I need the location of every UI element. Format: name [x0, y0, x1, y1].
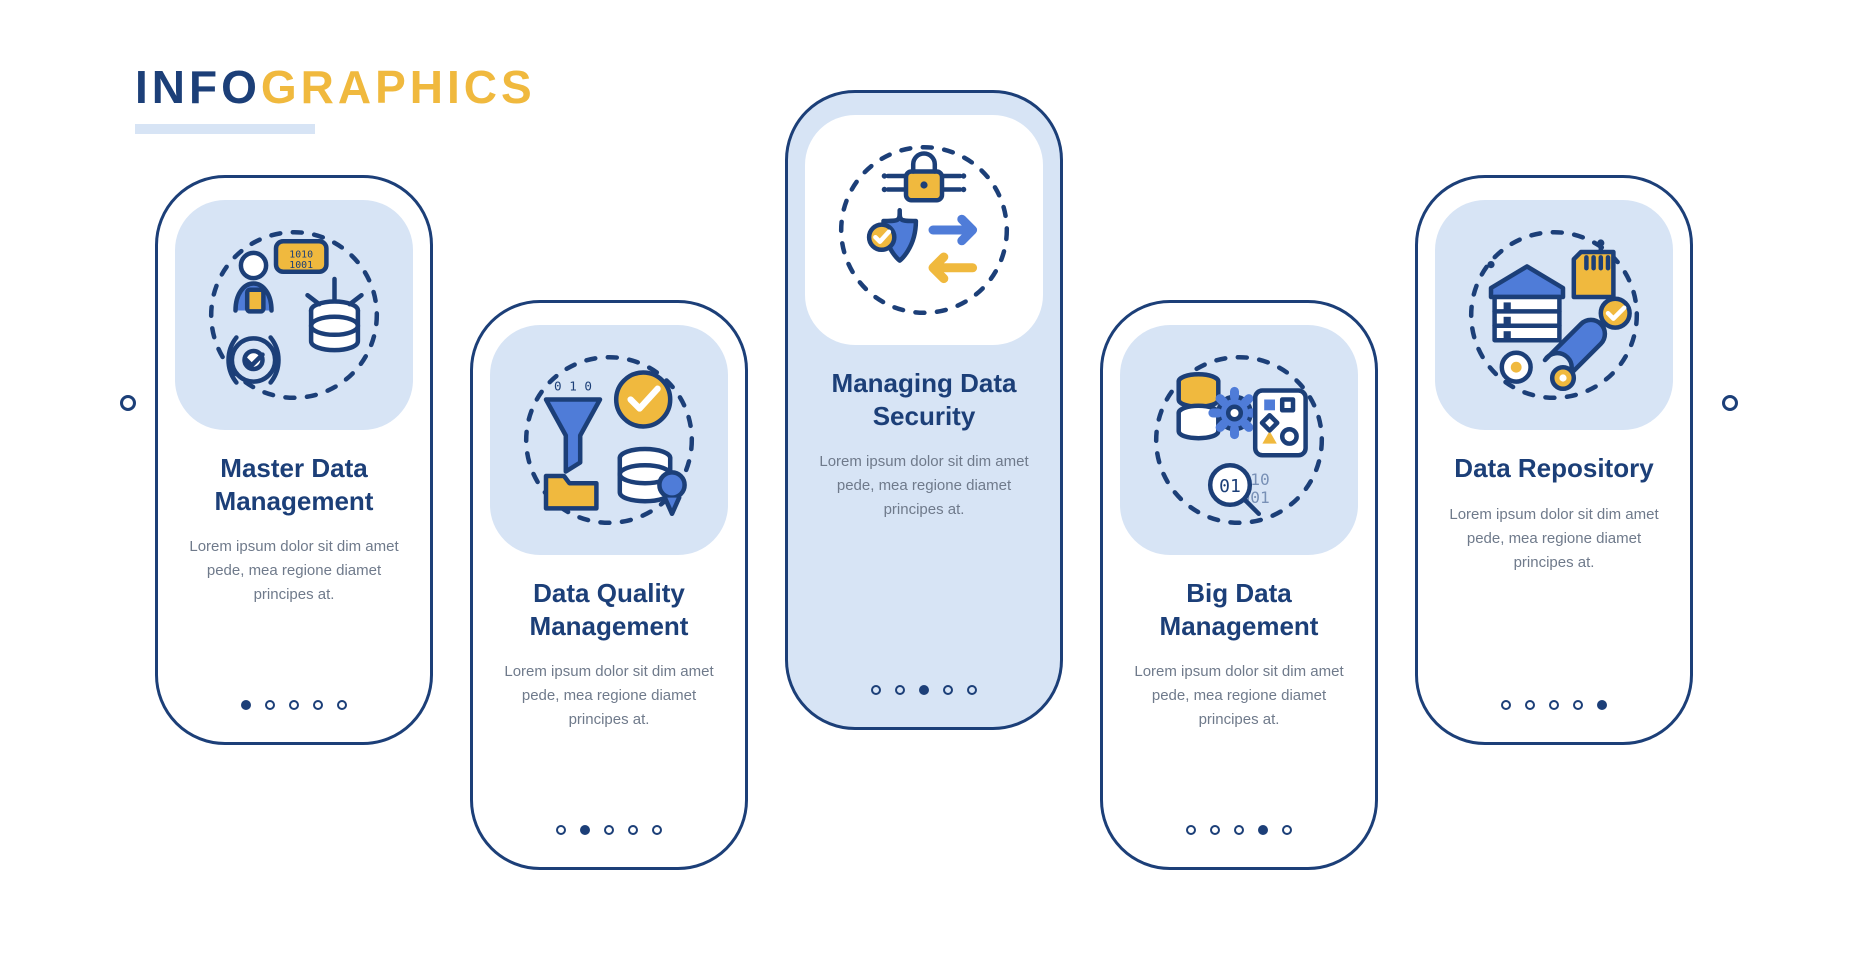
- dot: [580, 825, 590, 835]
- card-big-data: 10110 01001 01 Big Data Management Lorem…: [1100, 300, 1378, 870]
- data-repo-icon: [1464, 225, 1644, 405]
- svg-text:01: 01: [1219, 476, 1241, 497]
- card-title: Data Quality Management: [491, 577, 727, 642]
- data-quality-icon: 0 1 0: [519, 350, 699, 530]
- dot: [265, 700, 275, 710]
- title-word-2: GRAPHICS: [261, 61, 536, 113]
- dot: [1501, 700, 1511, 710]
- card-body: Lorem ipsum dolor sit dim amet pede, mea…: [501, 660, 717, 732]
- dots-indicator: [1501, 700, 1607, 714]
- dots-indicator: [556, 825, 662, 839]
- connector-endcap-right: [1722, 395, 1738, 411]
- card-data-quality: 0 1 0 Data Quality Management Lorem ipsu…: [470, 300, 748, 870]
- svg-text:0 1 0: 0 1 0: [554, 379, 592, 394]
- card-title: Data Repository: [1454, 452, 1653, 485]
- dot: [1258, 825, 1268, 835]
- dot: [628, 825, 638, 835]
- dot: [337, 700, 347, 710]
- icon-panel: 1010 1001: [175, 200, 413, 430]
- icon-panel: [1435, 200, 1673, 430]
- dot: [1597, 700, 1607, 710]
- dot: [1525, 700, 1535, 710]
- title-underline: [135, 124, 315, 134]
- dot: [313, 700, 323, 710]
- data-security-icon: [834, 140, 1014, 320]
- card-body: Lorem ipsum dolor sit dim amet pede, mea…: [186, 535, 402, 607]
- infographic-stage: INFOGRAPHICS 1010 1001: [0, 0, 1865, 980]
- icon-panel: 10110 01001 01: [1120, 325, 1358, 555]
- svg-text:1010: 1010: [289, 249, 313, 260]
- dots-indicator: [241, 700, 347, 714]
- page-title: INFOGRAPHICS: [135, 60, 536, 134]
- icon-panel: [805, 115, 1043, 345]
- card-body: Lorem ipsum dolor sit dim amet pede, mea…: [1131, 660, 1347, 732]
- dot: [895, 685, 905, 695]
- title-word-1: INFO: [135, 61, 261, 113]
- big-data-icon: 10110 01001 01: [1149, 350, 1329, 530]
- dot: [1186, 825, 1196, 835]
- dot: [1234, 825, 1244, 835]
- dot: [556, 825, 566, 835]
- dot: [652, 825, 662, 835]
- dot: [967, 685, 977, 695]
- dot: [241, 700, 251, 710]
- master-data-icon: 1010 1001: [204, 225, 384, 405]
- dot: [919, 685, 929, 695]
- card-title: Managing Data Security: [806, 367, 1042, 432]
- dot: [871, 685, 881, 695]
- card-title: Master Data Management: [176, 452, 412, 517]
- dot: [1549, 700, 1559, 710]
- dot: [289, 700, 299, 710]
- icon-panel: 0 1 0: [490, 325, 728, 555]
- title-text: INFOGRAPHICS: [135, 60, 536, 114]
- card-body: Lorem ipsum dolor sit dim amet pede, mea…: [1446, 503, 1662, 575]
- card-data-security: Managing Data Security Lorem ipsum dolor…: [785, 90, 1063, 730]
- dots-indicator: [871, 685, 977, 699]
- dot: [1282, 825, 1292, 835]
- card-master-data: 1010 1001 Master Data: [155, 175, 433, 745]
- card-body: Lorem ipsum dolor sit dim amet pede, mea…: [816, 450, 1032, 522]
- dot: [604, 825, 614, 835]
- dot: [1210, 825, 1220, 835]
- dot: [943, 685, 953, 695]
- card-data-repo: Data Repository Lorem ipsum dolor sit di…: [1415, 175, 1693, 745]
- card-title: Big Data Management: [1121, 577, 1357, 642]
- dot: [1573, 700, 1583, 710]
- svg-text:1001: 1001: [289, 260, 313, 271]
- connector-endcap-left: [120, 395, 136, 411]
- dots-indicator: [1186, 825, 1292, 839]
